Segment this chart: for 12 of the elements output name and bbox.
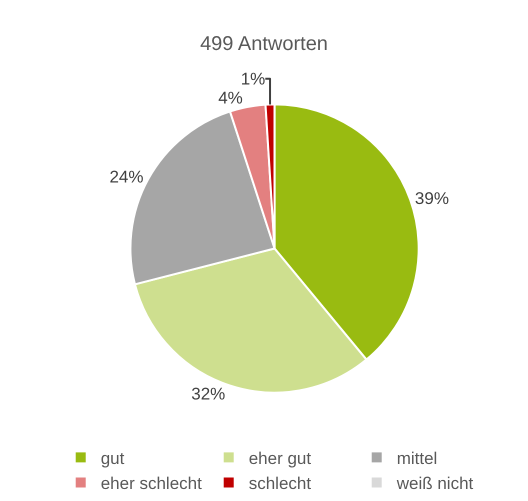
- legend-label: schlecht: [248, 474, 312, 494]
- data-label: 32%: [191, 384, 226, 404]
- data-label: 1%: [240, 69, 266, 88]
- legend-label: eher gut: [248, 449, 312, 468]
- legend-label: weiß nicht: [396, 474, 474, 494]
- legend-label: gut: [100, 449, 125, 468]
- data-label: 24%: [109, 167, 144, 186]
- data-label: 4%: [218, 88, 243, 108]
- legend-label: eher schlecht: [100, 474, 202, 494]
- legend-label: mittel: [396, 449, 438, 468]
- data-label: 39%: [414, 189, 449, 208]
- chart-title: 499 Antworten: [200, 33, 328, 55]
